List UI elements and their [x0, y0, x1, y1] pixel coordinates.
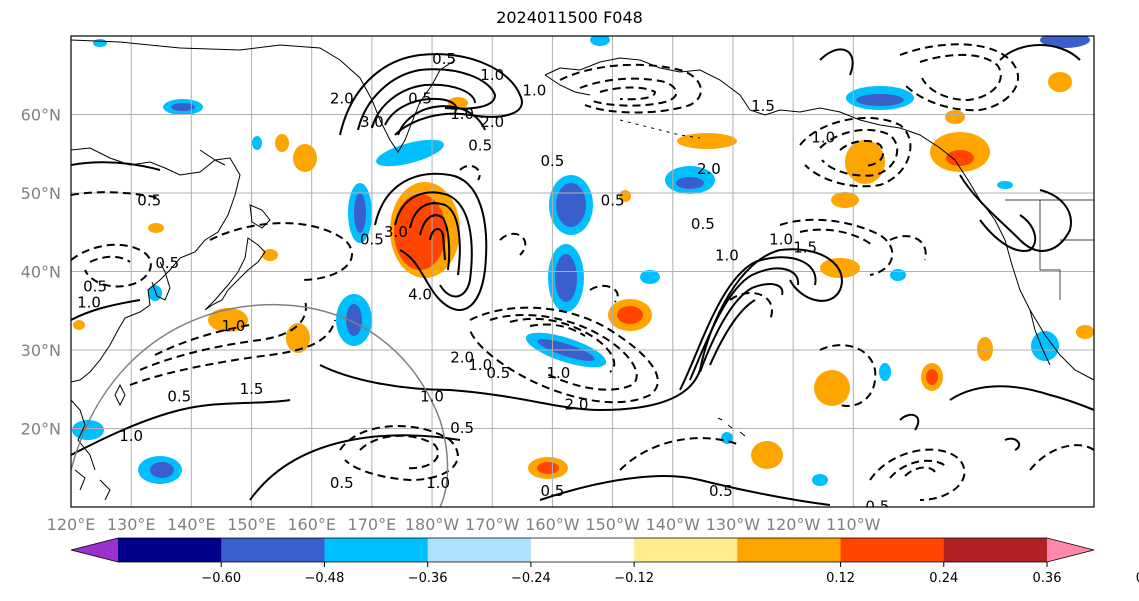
contour-label: 1.0 [673, 568, 697, 586]
contour-label: 1.0 [715, 246, 739, 264]
contour-label: 1.0 [546, 364, 570, 382]
contour-label: 0.5 [155, 254, 179, 272]
lon-tick-label: 130°W [706, 515, 761, 534]
contour-label: 2.0 [697, 160, 721, 178]
grey-arc [71, 303, 449, 507]
gridlines [71, 36, 1094, 507]
lon-tick-label: 170°E [348, 515, 397, 534]
colorbar-segment [530, 538, 635, 562]
contour-label: 1.0 [769, 231, 793, 249]
lon-tick-label: 130°E [107, 515, 156, 534]
contour-label: 1.0 [222, 317, 246, 335]
colorbar-segment [737, 538, 842, 562]
contour-label: 0.5 [601, 191, 625, 209]
contour-label: 1.5 [793, 238, 817, 256]
lat-tick-label: 60°N [21, 106, 61, 125]
contour-label: 2.0 [330, 89, 354, 107]
colorbar-tick-label: 0.24 [929, 571, 958, 586]
contour-label: 2.0 [450, 348, 474, 366]
colorbar-tick-label: −0.12 [614, 571, 654, 586]
lon-tick-label: 120°E [47, 515, 96, 534]
lon-tick-label: 150°W [585, 515, 640, 534]
colorbar-outline [70, 537, 1095, 563]
colorbar-segment [221, 538, 325, 562]
colorbar: −0.60 −0.48 −0.36 −0.24 −0.12 0.12 0.24 0.36 0.4… [70, 537, 1139, 586]
lon-tick-label: 160°E [287, 515, 336, 534]
contour-label: 0.5 [865, 498, 889, 516]
colorbar-segment [118, 538, 222, 562]
contour-label: 2.0 [565, 395, 589, 413]
contour-label: 1.5 [240, 380, 264, 398]
contour-label: 1.0 [426, 474, 450, 492]
lat-tick-label: 20°N [21, 420, 61, 439]
lon-tick-label: 140°W [646, 515, 701, 534]
colorbar-extend-high [1047, 538, 1094, 562]
lon-tick-label: 110°W [826, 515, 881, 534]
colorbar-segment [634, 538, 738, 562]
lon-tick-label: 180°W [405, 515, 460, 534]
contour-labels: 0.51.01.02.03.00.51.0 2.00.50.50.50.52.01… [77, 50, 889, 586]
contour-label: 3.0 [384, 223, 408, 241]
lon-tick-label: 160°W [525, 515, 580, 534]
plot-title: 2024011500 F048 [496, 8, 643, 27]
contour-label: 1.5 [751, 97, 775, 115]
lon-tick-label: 120°W [766, 515, 821, 534]
contour-label: 0.5 [450, 419, 474, 437]
lat-tick-label: 30°N [21, 341, 61, 360]
plot-frame [70, 35, 1095, 508]
longitude-tick-labels: 120°E 130°E 140°E 150°E 160°E 170°E 180°W 170°W… [47, 515, 881, 534]
contours-negative [71, 43, 1094, 501]
colorbar-segment [324, 538, 429, 562]
colorbar-tick-label: 0.36 [1033, 571, 1062, 586]
contour-label: 1.0 [119, 427, 143, 445]
contour-label: 1.0 [468, 356, 492, 374]
lon-tick-label: 170°W [465, 515, 520, 534]
colorbar-tick-label: −0.24 [511, 571, 551, 586]
lat-tick-label: 40°N [21, 263, 61, 282]
colorbar-segment [943, 538, 1048, 562]
contour-label: 1.0 [77, 293, 101, 311]
colorbar-segment [427, 538, 532, 562]
contour-label: 2.0 [480, 113, 504, 131]
colorbar-tick-label: −0.48 [305, 571, 345, 586]
contour-label: 0.5 [360, 231, 384, 249]
lon-tick-label: 140°E [167, 515, 216, 534]
contour-label: 4.0 [408, 286, 432, 304]
latitude-tick-labels: 20°N 30°N 40°N 50°N 60°N [21, 106, 61, 439]
contour-label: 1.0 [450, 105, 474, 123]
shaded-anomalies [72, 36, 1094, 486]
contour-label: 0.5 [83, 278, 107, 296]
contour-label: 3.0 [360, 113, 384, 131]
colorbar-segment [840, 538, 945, 562]
contour-label: 0.5 [486, 364, 510, 382]
colorbar-tick-label: 0.48 [1136, 571, 1139, 586]
contour-label: 0.5 [432, 50, 456, 68]
contour-label: 0.5 [137, 191, 161, 209]
contour-label: 0.5 [691, 215, 715, 233]
contour-label: 0.5 [330, 474, 354, 492]
contour-label: 1.0 [480, 66, 504, 84]
contour-label: 0.5 [540, 482, 564, 500]
contour-label: 0.5 [540, 152, 564, 170]
contours-positive [71, 44, 1094, 506]
lat-tick-label: 50°N [21, 184, 61, 203]
contour-label: 0.5 [167, 388, 191, 406]
lon-tick-label: 150°E [227, 515, 276, 534]
colorbar-extend-low [71, 538, 118, 562]
contour-label: 1.0 [522, 81, 546, 99]
colorbar-tick-label: −0.36 [408, 571, 448, 586]
contour-label: 0.5 [408, 89, 432, 107]
colorbar-tick-label: 0.12 [826, 571, 855, 586]
colorbar-tick-label: −0.60 [201, 571, 241, 586]
contour-label: 1.0 [420, 388, 444, 406]
contour-label: 0.5 [709, 482, 733, 500]
contour-label: 0.5 [468, 136, 492, 154]
contour-label: 1.0 [811, 129, 835, 147]
